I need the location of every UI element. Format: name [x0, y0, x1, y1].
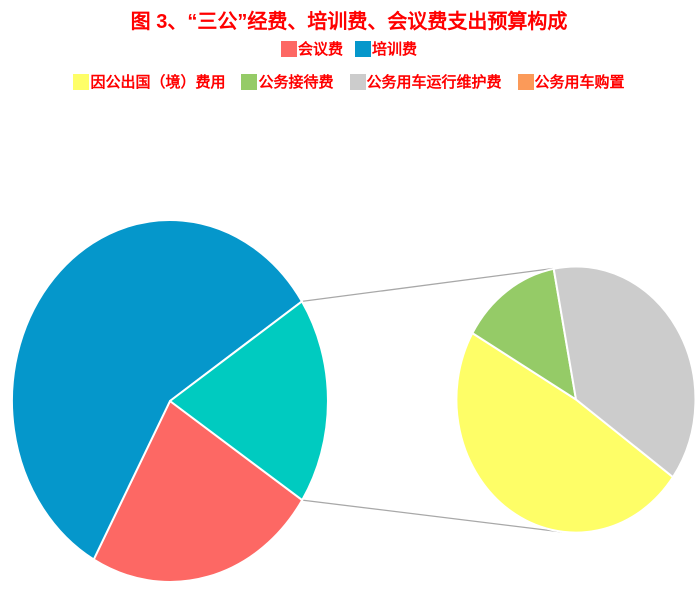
primary-slice-grouped-other: [169, 300, 329, 502]
legend-label-meeting-fee: 会议费: [297, 41, 343, 58]
legend-swatch-reception-fee-icon: [241, 73, 258, 90]
connector-line-bottom: [302, 499, 563, 533]
chart-figure: 图 3、“三公”经费、培训费、会议费支出预算构成 会议费 培训费 因公出国（境）…: [0, 5, 698, 583]
legend-row-primary: 会议费 培训费: [0, 38, 698, 59]
legend: 会议费 培训费 因公出国（境）费用 公务接待费 公务用车运行维护费 公: [0, 38, 698, 92]
legend-item-reception-fee: 公务接待费: [241, 71, 334, 92]
legend-swatch-vehicle-purchase-icon: [517, 73, 534, 90]
secondary-slice-abroad-fee: [455, 332, 674, 534]
chart-title: 图 3、“三公”经费、培训费、会议费支出预算构成: [130, 11, 568, 33]
legend-row-secondary: 因公出国（境）费用 公务接待费 公务用车运行维护费 公务用车购置: [0, 71, 698, 92]
secondary-slice-reception-fee: [471, 267, 577, 401]
primary-slice-training-fee: [10, 218, 303, 561]
legend-item-meeting-fee: 会议费: [280, 38, 343, 59]
legend-label-training-fee: 培训费: [372, 41, 418, 58]
legend-swatch-meeting-fee-icon: [280, 40, 297, 57]
pie-of-pie-chart: [10, 218, 697, 583]
legend-swatch-vehicle-maintenance-fee-icon: [349, 73, 366, 90]
legend-swatch-training-fee-icon: [355, 40, 371, 57]
legend-item-training-fee: 培训费: [355, 38, 417, 59]
legend-label-vehicle-purchase: 公务用车购置: [534, 74, 625, 91]
legend-swatch-abroad-fee-icon: [73, 73, 90, 90]
legend-item-vehicle-purchase: 公务用车购置: [517, 71, 625, 92]
legend-item-abroad-fee: 因公出国（境）费用: [73, 71, 225, 92]
connector-line-top: [301, 267, 554, 303]
legend-item-vehicle-maintenance-fee: 公务用车运行维护费: [349, 71, 502, 92]
primary-slice-meeting-fee: [92, 400, 304, 583]
legend-label-reception-fee: 公务接待费: [258, 74, 334, 91]
secondary-slice-vehicle-maintenance-fee: [552, 265, 697, 479]
legend-label-abroad-fee: 因公出国（境）费用: [90, 74, 226, 91]
legend-label-vehicle-maintenance-fee: 公务用车运行维护费: [366, 74, 502, 91]
